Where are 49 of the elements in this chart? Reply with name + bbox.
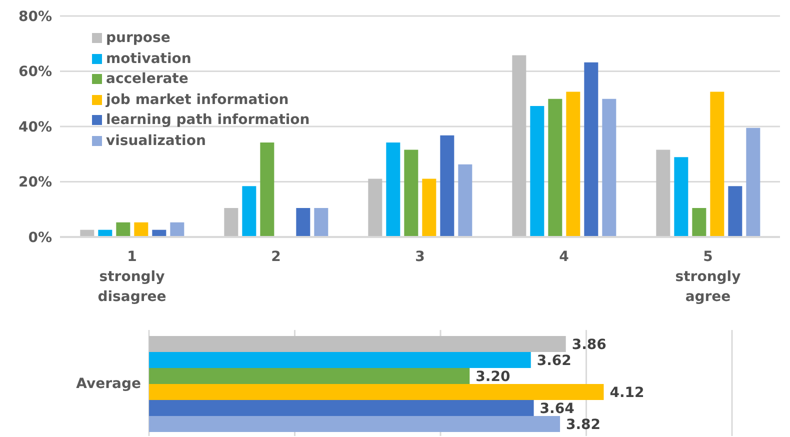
bar	[386, 142, 400, 237]
bar	[260, 142, 274, 237]
bar	[242, 186, 256, 237]
bar	[404, 150, 418, 237]
legend-label: learning path information	[106, 112, 310, 128]
bar	[314, 208, 328, 237]
legend-label: job market information	[106, 92, 289, 108]
y-tick-label: Average	[76, 376, 141, 392]
y-tick-label: 0%	[28, 230, 52, 246]
y-tick-label: 20%	[18, 174, 52, 191]
x-tick-label: 5 strongly agree	[675, 249, 741, 305]
x-tick-label: 3	[415, 249, 425, 265]
legend-label: visualization	[106, 132, 206, 149]
y-tick-label: 60%	[18, 64, 52, 80]
data-label: 3.82	[566, 417, 601, 433]
bar	[656, 150, 670, 237]
bar	[692, 208, 706, 237]
bar	[602, 98, 616, 237]
legend-label: purpose	[106, 30, 170, 46]
data-label: 3.64	[540, 401, 575, 417]
bar	[170, 222, 184, 237]
bar	[728, 186, 742, 237]
bar	[512, 55, 526, 237]
bar	[548, 98, 562, 237]
data-label: 3.20	[476, 369, 510, 385]
bar	[530, 106, 544, 237]
bar	[440, 135, 454, 237]
x-tick-label: 2	[271, 249, 281, 265]
bar	[584, 62, 598, 237]
data-label: 3.62	[536, 353, 572, 369]
bar	[368, 178, 382, 237]
legend-label: accelerate	[106, 71, 188, 88]
bar	[134, 222, 148, 237]
bar	[296, 208, 310, 237]
x-tick-label: 1 strongly disagree	[98, 249, 166, 305]
legend-label: motivation	[106, 50, 192, 67]
y-tick-label: 80%	[18, 8, 52, 25]
bar	[224, 208, 238, 237]
y-tick-label: 40%	[18, 119, 52, 136]
bar	[422, 178, 436, 237]
data-label: 4.12	[610, 385, 644, 401]
bar	[566, 92, 580, 237]
bar	[674, 157, 688, 237]
bar	[116, 222, 130, 237]
bar	[458, 164, 472, 237]
bar	[746, 128, 760, 237]
x-tick-label: 4	[559, 249, 570, 265]
bar	[710, 92, 724, 237]
data-label: 3.86	[572, 337, 606, 353]
